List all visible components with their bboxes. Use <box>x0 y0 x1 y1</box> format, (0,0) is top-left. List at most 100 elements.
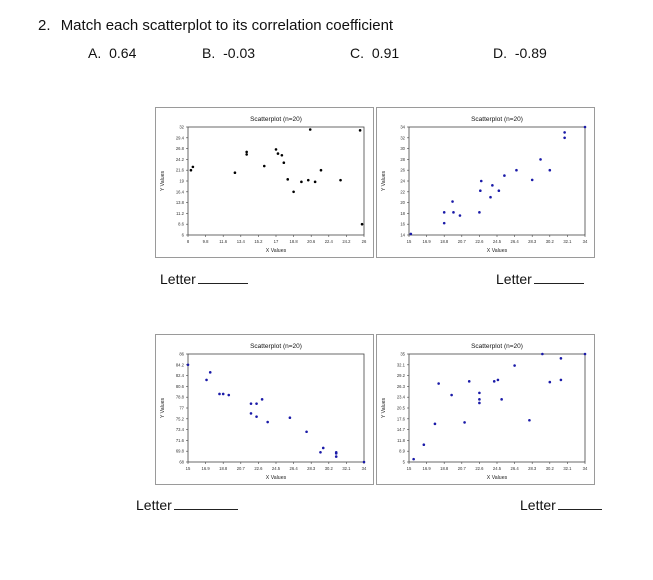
y-tick-label: 32 <box>179 125 184 130</box>
data-point <box>280 153 284 157</box>
y-axis-label: Y Values <box>381 397 387 418</box>
letter-answer-1[interactable]: Letter <box>160 271 248 287</box>
choice-c-label: C. <box>350 45 364 61</box>
letter-label-4: Letter <box>520 497 556 513</box>
data-point <box>478 401 481 405</box>
choice-b-label: B. <box>202 45 216 61</box>
y-tick-label: 29.4 <box>176 135 185 140</box>
y-tick-label: 26 <box>400 168 405 173</box>
y-axis-label: Y Values <box>160 397 166 418</box>
data-point <box>306 178 310 182</box>
letter-blank-3[interactable] <box>173 497 238 510</box>
y-tick-label: 14.7 <box>397 427 406 432</box>
x-tick-label: 20.7 <box>458 466 467 471</box>
y-tick-label: 8.9 <box>399 449 405 454</box>
data-point <box>292 190 295 194</box>
y-tick-label: 24 <box>400 179 405 184</box>
letter-blank-1[interactable] <box>197 271 248 284</box>
x-tick-label: 15.2 <box>254 239 263 244</box>
data-point <box>286 178 290 181</box>
scatterplot-4: Scatterplot (n=20) 15 16.9 18.8 20.7 22.6 24.5… <box>376 334 595 485</box>
y-tick-label: 13.8 <box>176 200 185 205</box>
y-tick-label: 22 <box>400 189 405 194</box>
y-tick-label: 77 <box>179 406 184 411</box>
choice-a-value: 0.64 <box>109 45 137 61</box>
y-tick-label: 8.6 <box>178 222 184 227</box>
y-tick-label: 26.8 <box>176 146 185 151</box>
y-tick-label: 73.4 <box>176 427 185 432</box>
data-point <box>262 164 266 168</box>
letter-blank-2[interactable] <box>533 271 584 284</box>
data-point <box>548 380 552 384</box>
data-point <box>503 174 506 177</box>
data-point <box>255 402 258 405</box>
data-point <box>358 129 362 132</box>
x-tick-label: 8 <box>187 239 190 244</box>
x-tick-label: 28.3 <box>528 239 537 244</box>
data-point <box>497 189 501 193</box>
y-tick-label: 16 <box>400 222 405 227</box>
scatterplot-2-panel: Scatterplot (n=20) 15 16.9 18.8 20.7 22.6 24.5… <box>376 107 595 258</box>
data-point <box>492 380 496 383</box>
data-point <box>463 421 466 424</box>
data-point <box>496 378 500 382</box>
y-tick-label: 23.4 <box>397 395 406 400</box>
x-axis-label: X Values <box>266 248 287 254</box>
data-point <box>467 380 471 383</box>
choice-c: C. 0.91 <box>350 45 399 61</box>
y-tick-label: 24.2 <box>176 157 185 162</box>
y-tick-label: 19 <box>179 179 184 184</box>
data-point <box>583 125 587 129</box>
chart-title: Scatterplot (n=20) <box>250 343 302 350</box>
letter-blank-4[interactable] <box>557 497 602 510</box>
choice-c-value: 0.91 <box>371 45 400 61</box>
y-tick-label: 80.6 <box>176 384 185 389</box>
data-point <box>227 393 231 397</box>
x-tick-label: 20.7 <box>237 466 246 471</box>
data-point <box>478 398 481 401</box>
question-title: 2. Match each scatterplot to its correla… <box>38 17 393 34</box>
data-point <box>218 392 221 396</box>
x-tick-label: 34 <box>362 466 367 471</box>
scatterplot-2: Scatterplot (n=20) 15 16.9 18.8 20.7 22.6 24.5… <box>376 107 595 258</box>
data-point <box>339 178 342 182</box>
x-tick-label: 34 <box>583 239 588 244</box>
x-tick-label: 24.2 <box>342 239 351 244</box>
data-point <box>458 214 462 217</box>
data-point <box>276 152 280 155</box>
x-tick-label: 22.6 <box>254 466 263 471</box>
data-point <box>433 422 437 426</box>
y-tick-label: 18 <box>400 211 405 216</box>
letter-answer-4[interactable]: Letter <box>520 497 602 513</box>
y-tick-label: 11.2 <box>176 211 185 216</box>
data-point <box>313 180 317 184</box>
y-tick-label: 32.1 <box>397 362 406 367</box>
y-tick-label: 5 <box>403 460 406 465</box>
y-tick-label: 14 <box>400 233 405 238</box>
data-point <box>282 161 286 165</box>
x-tick-label: 34 <box>583 466 588 471</box>
letter-label-3: Letter <box>136 497 172 513</box>
y-tick-label: 82.4 <box>176 373 185 378</box>
data-point <box>208 371 212 374</box>
x-tick-label: 9.8 <box>203 239 209 244</box>
data-point <box>437 382 440 385</box>
x-tick-label: 11.6 <box>219 239 228 244</box>
data-point <box>189 168 193 172</box>
letter-label-2: Letter <box>496 271 532 287</box>
data-point <box>479 189 482 193</box>
x-axis-label: X Values <box>487 248 508 254</box>
x-tick-label: 20.7 <box>458 239 467 244</box>
y-tick-label: 21.6 <box>176 168 185 173</box>
scatterplot-3-panel: Scatterplot (n=20) 15 16.9 18.8 20.7 22.6 24.5… <box>155 334 374 485</box>
x-axis-label: X Values <box>266 475 287 481</box>
plot-area <box>408 126 586 236</box>
letter-answer-3[interactable]: Letter <box>136 497 238 513</box>
choice-d-label: D. <box>493 45 507 61</box>
data-point <box>266 420 269 424</box>
data-point <box>334 455 338 458</box>
data-point <box>442 211 446 214</box>
letter-answer-2[interactable]: Letter <box>496 271 584 287</box>
x-tick-label: 32.1 <box>563 466 572 471</box>
choice-a: A. 0.64 <box>88 45 136 61</box>
